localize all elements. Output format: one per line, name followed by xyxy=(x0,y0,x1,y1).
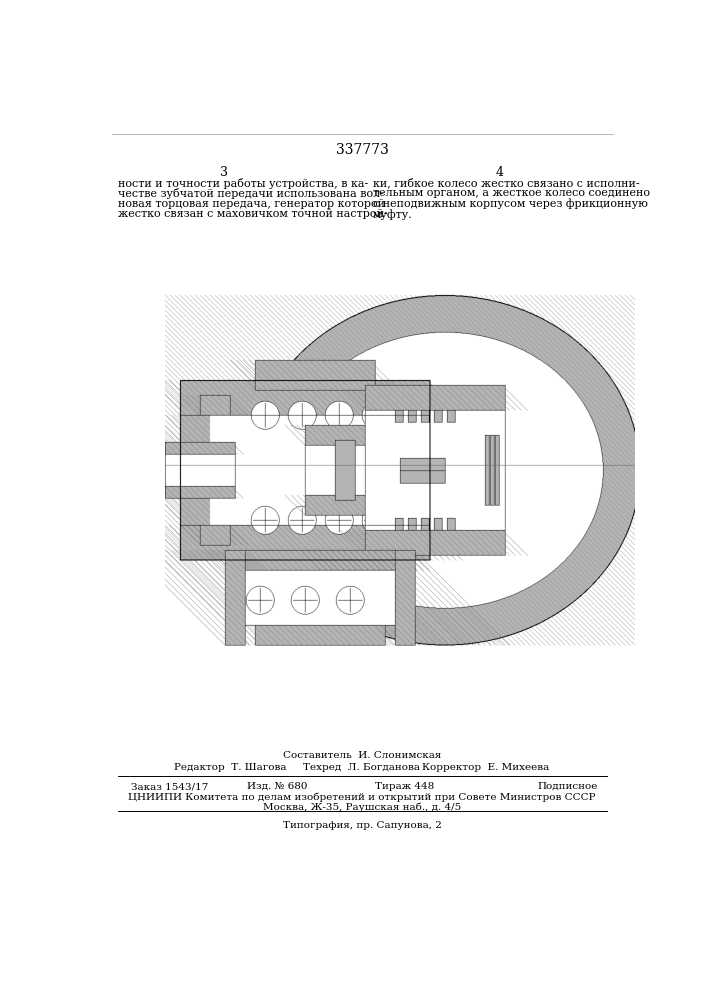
Text: 3: 3 xyxy=(257,393,264,402)
Text: Москва, Ж-35, Раушская наб., д. 4/5: Москва, Ж-35, Раушская наб., д. 4/5 xyxy=(263,802,461,812)
Text: Подписное: Подписное xyxy=(538,782,598,791)
Text: Редактор  Т. Шагова: Редактор Т. Шагова xyxy=(174,763,286,772)
Text: Изд. № 680: Изд. № 680 xyxy=(247,782,308,791)
Text: с неподвижным корпусом через фрикционную: с неподвижным корпусом через фрикционную xyxy=(373,199,648,209)
Text: Типография, пр. Сапунова, 2: Типография, пр. Сапунова, 2 xyxy=(283,821,441,830)
Text: Корректор  Е. Михеева: Корректор Е. Михеева xyxy=(422,763,549,772)
Text: новая торцовая передача, генератор которой: новая торцовая передача, генератор котор… xyxy=(118,199,385,209)
Text: 4: 4 xyxy=(495,166,503,179)
Text: жестко связан с маховичком точной настрой-: жестко связан с маховичком точной настро… xyxy=(118,209,387,219)
Text: ки, гибкое колесо жестко связано с исполни-: ки, гибкое колесо жестко связано с испол… xyxy=(373,178,639,189)
Text: тельным органом, а жесткое колесо соединено: тельным органом, а жесткое колесо соедин… xyxy=(373,188,650,198)
Text: 1: 1 xyxy=(341,329,347,338)
Text: честве зубчатой передачи использована вол-: честве зубчатой передачи использована во… xyxy=(118,188,384,199)
Text: Тираж 448: Тираж 448 xyxy=(375,782,434,791)
Text: Составитель  И. Слонимская: Составитель И. Слонимская xyxy=(283,751,441,760)
Text: 8: 8 xyxy=(515,367,522,376)
Text: 4: 4 xyxy=(366,324,373,333)
Text: ЦНИИПИ Комитета по делам изобретений и открытий при Совете Министров СССР: ЦНИИПИ Комитета по делам изобретений и о… xyxy=(128,792,596,802)
Text: муфту.: муфту. xyxy=(373,209,413,220)
Text: Техред  Л. Богданова: Техред Л. Богданова xyxy=(303,763,421,772)
Text: 6: 6 xyxy=(395,319,402,328)
Text: 2: 2 xyxy=(259,383,266,392)
Text: ности и точности работы устройства, в ка-: ности и точности работы устройства, в ка… xyxy=(118,178,368,189)
Text: 7: 7 xyxy=(426,329,433,338)
Text: 337773: 337773 xyxy=(336,143,388,157)
Text: 5: 5 xyxy=(221,448,228,457)
Text: Заказ 1543/17: Заказ 1543/17 xyxy=(131,782,209,791)
Text: 3: 3 xyxy=(220,166,228,179)
